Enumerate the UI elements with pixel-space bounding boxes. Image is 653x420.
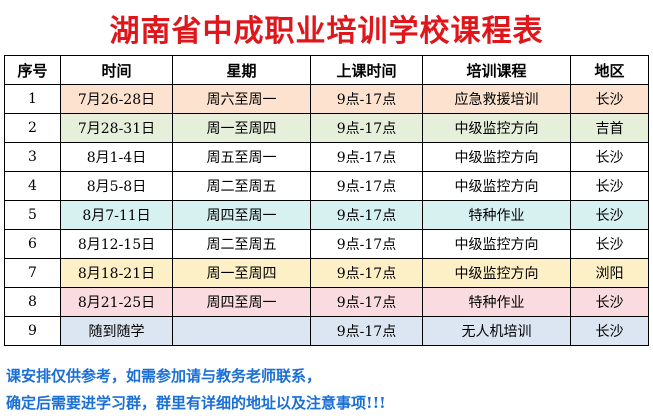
cell-number: 6: [4, 229, 61, 259]
cell-number: 3: [4, 142, 61, 172]
column-header-number: 序号: [4, 55, 61, 85]
course-schedule-table: 序号 时间 星期 上课时间 培训课程 地区 1 7月26-28日 周六至周一 9点-1…: [4, 55, 649, 346]
cell-region: 浏阳: [570, 258, 649, 288]
column-header-region: 地区: [570, 55, 649, 85]
cell-region: 长沙: [570, 229, 649, 259]
cell-date: 8月5-8日: [60, 171, 173, 201]
table-row: 9 随到随学 9点-17点 无人机培训 长沙: [4, 316, 649, 346]
cell-weekday: 周四至周一: [172, 287, 311, 317]
cell-weekday: 周一至周四: [172, 258, 311, 288]
column-header-weekday: 星期: [172, 55, 311, 85]
cell-course: 中级监控方向: [422, 113, 571, 143]
cell-weekday: 周一至周四: [172, 113, 311, 143]
column-header-class-hours: 上课时间: [310, 55, 423, 85]
table-header-row: 序号 时间 星期 上课时间 培训课程 地区: [4, 55, 649, 85]
cell-region: 长沙: [570, 287, 649, 317]
table-row: 3 8月1-4日 周五至周一 9点-17点 中级监控方向 长沙: [4, 142, 649, 172]
cell-course: 中级监控方向: [422, 258, 571, 288]
column-header-course: 培训课程: [422, 55, 571, 85]
column-header-date: 时间: [60, 55, 173, 85]
cell-course: 应急救援培训: [422, 84, 571, 114]
cell-class-hours: 9点-17点: [310, 200, 423, 230]
table-row: 7 8月18-21日 周一至周四 9点-17点 中级监控方向 浏阳: [4, 258, 649, 288]
cell-course: 无人机培训: [422, 316, 571, 346]
cell-weekday: 周五至周一: [172, 142, 311, 172]
cell-course: 中级监控方向: [422, 229, 571, 259]
cell-weekday: 周二至周五: [172, 171, 311, 201]
cell-date: 8月1-4日: [60, 142, 173, 172]
cell-date: 7月26-28日: [60, 84, 173, 114]
table-row: 2 7月28-31日 周一至周四 9点-17点 中级监控方向 吉首: [4, 113, 649, 143]
cell-number: 9: [4, 316, 61, 346]
cell-course: 特种作业: [422, 287, 571, 317]
cell-date: 8月21-25日: [60, 287, 173, 317]
table-row: 1 7月26-28日 周六至周一 9点-17点 应急救援培训 长沙: [4, 84, 649, 114]
table-row: 6 8月12-15日 周二至周五 9点-17点 中级监控方向 长沙: [4, 229, 649, 259]
cell-date: 8月12-15日: [60, 229, 173, 259]
cell-number: 4: [4, 171, 61, 201]
table-row: 4 8月5-8日 周二至周五 9点-17点 中级监控方向 长沙: [4, 171, 649, 201]
notice-line-2: 确定后需要进学习群，群里有详细的地址以及注意事项!!!: [6, 394, 386, 412]
cell-number: 7: [4, 258, 61, 288]
cell-number: 2: [4, 113, 61, 143]
cell-class-hours: 9点-17点: [310, 229, 423, 259]
cell-weekday: 周六至周一: [172, 84, 311, 114]
cell-weekday: 周二至周五: [172, 229, 311, 259]
table-row: 5 8月7-11日 周四至周一 9点-17点 特种作业 长沙: [4, 200, 649, 230]
cell-course: 中级监控方向: [422, 171, 571, 201]
cell-class-hours: 9点-17点: [310, 84, 423, 114]
cell-class-hours: 9点-17点: [310, 171, 423, 201]
cell-course: 特种作业: [422, 200, 571, 230]
cell-region: 吉首: [570, 113, 649, 143]
cell-weekday: 周四至周一: [172, 200, 311, 230]
notice-line-1: 课安排仅供参考，如需参加请与教务老师联系，: [6, 367, 322, 385]
cell-number: 8: [4, 287, 61, 317]
page-title: 湖南省中成职业培训学校课程表: [109, 13, 544, 49]
cell-class-hours: 9点-17点: [310, 258, 423, 288]
cell-region: 长沙: [570, 84, 649, 114]
cell-date: 8月7-11日: [60, 200, 173, 230]
cell-class-hours: 9点-17点: [310, 287, 423, 317]
cell-class-hours: 9点-17点: [310, 113, 423, 143]
cell-weekday: [172, 316, 311, 346]
cell-number: 1: [4, 84, 61, 114]
cell-course: 中级监控方向: [422, 142, 571, 172]
cell-region: 长沙: [570, 171, 649, 201]
cell-region: 长沙: [570, 200, 649, 230]
cell-region: 长沙: [570, 142, 649, 172]
cell-region: 长沙: [570, 316, 649, 346]
cell-class-hours: 9点-17点: [310, 316, 423, 346]
cell-class-hours: 9点-17点: [310, 142, 423, 172]
table-row: 8 8月21-25日 周四至周一 9点-17点 特种作业 长沙: [4, 287, 649, 317]
cell-date: 随到随学: [60, 316, 173, 346]
cell-date: 8月18-21日: [60, 258, 173, 288]
cell-date: 7月28-31日: [60, 113, 173, 143]
cell-number: 5: [4, 200, 61, 230]
